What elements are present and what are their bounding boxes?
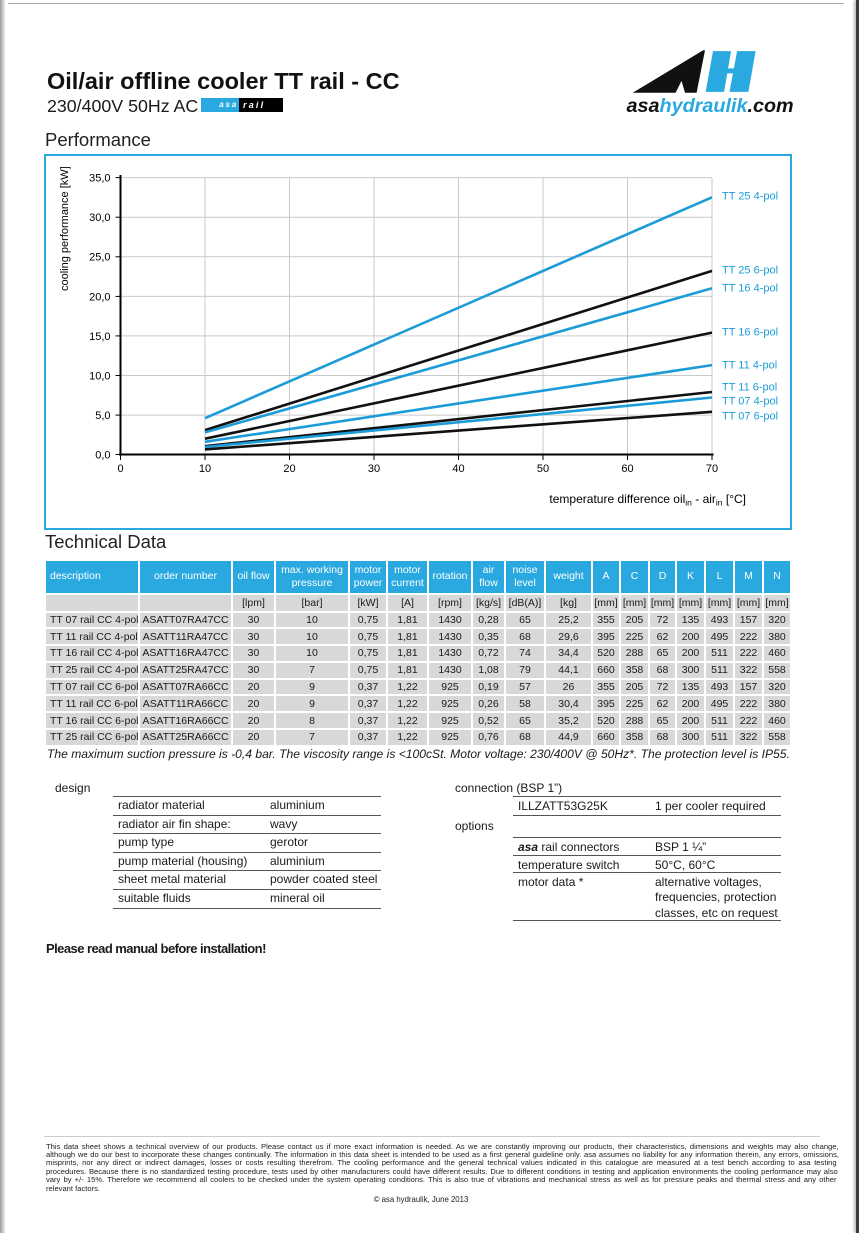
svg-text:5,0: 5,0 [95,410,110,422]
svg-text:70: 70 [706,463,718,475]
svg-text:cooling performance [kW]: cooling performance [kW] [59,166,71,291]
svg-text:30: 30 [368,463,380,475]
svg-text:TT 16 4-pol: TT 16 4-pol [722,283,778,295]
svg-text:TT 07 6-pol: TT 07 6-pol [722,411,778,423]
svg-text:40: 40 [452,463,464,475]
svg-text:0,0: 0,0 [95,449,110,461]
svg-text:10,0: 10,0 [89,370,110,382]
svg-text:20,0: 20,0 [89,291,110,303]
svg-text:10: 10 [199,463,211,475]
svg-text:TT 11 4-pol: TT 11 4-pol [722,360,777,372]
svg-text:20: 20 [283,463,295,475]
svg-text:asahydraulik.com: asahydraulik.com [627,95,794,117]
svg-text:50: 50 [537,463,549,475]
svg-text:15,0: 15,0 [89,331,110,343]
svg-text:35,0: 35,0 [89,173,110,185]
svg-text:TT 16 6-pol: TT 16 6-pol [722,327,778,339]
svg-text:25,0: 25,0 [89,252,110,264]
svg-text:temperature difference oilin -: temperature difference oilin - airin [°C… [549,492,746,508]
svg-text:TT 07 4-pol: TT 07 4-pol [722,396,778,408]
svg-text:60: 60 [621,463,633,475]
svg-text:TT 25 6-pol: TT 25 6-pol [722,265,778,277]
svg-text:TT 25 4-pol: TT 25 4-pol [722,191,778,203]
svg-text:0: 0 [117,463,123,475]
svg-text:30,0: 30,0 [89,212,110,224]
svg-text:TT 11 6-pol: TT 11 6-pol [722,382,777,394]
